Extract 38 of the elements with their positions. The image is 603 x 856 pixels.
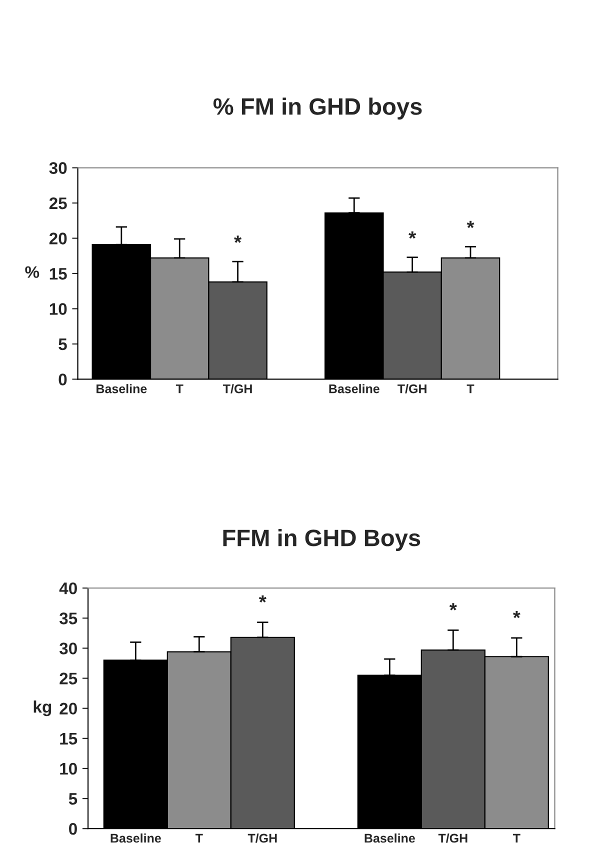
- y-tick-label: 15: [60, 732, 78, 745]
- data-label: *: [512, 610, 520, 618]
- chart-title: % FM in GHD boys: [213, 98, 422, 120]
- x-tick-label: T: [512, 834, 520, 843]
- y-tick-label: 0: [69, 823, 77, 835]
- y-tick-label: 40: [59, 582, 77, 594]
- data-label: *: [408, 231, 416, 239]
- chart-title: FFM in GHD Boys: [223, 528, 420, 551]
- y-tick-label: 30: [49, 162, 67, 174]
- y-tick-label: 10: [50, 303, 67, 315]
- x-tick-label: T: [176, 384, 184, 394]
- y-axis-title: %: [25, 266, 40, 278]
- x-tick-label: T: [466, 384, 474, 394]
- x-tick-label: Baseline: [96, 384, 147, 394]
- x-tick-label: T/GH: [398, 384, 426, 394]
- y-tick-label: 20: [60, 702, 77, 715]
- x-tick-label: T: [195, 834, 203, 843]
- y-tick-label: 25: [60, 672, 78, 684]
- y-tick-label: 5: [68, 793, 78, 805]
- data-label: *: [258, 595, 266, 603]
- y-tick-label: 20: [49, 232, 67, 244]
- data-label: *: [466, 220, 474, 228]
- y-tick-label: 15: [50, 268, 67, 280]
- x-tick-label: Baseline: [329, 384, 380, 394]
- x-tick-label: Baseline: [110, 833, 161, 843]
- x-tick-label: T/GH: [248, 833, 277, 843]
- y-tick-label: 30: [59, 642, 77, 654]
- y-tick-label: 10: [60, 762, 77, 775]
- x-tick-label: Baseline: [364, 833, 415, 843]
- y-tick-label: 5: [58, 338, 67, 350]
- data-label: *: [234, 236, 242, 243]
- y-tick-label: 35: [59, 612, 78, 624]
- y-tick-label: 0: [58, 374, 67, 386]
- y-tick-label: 25: [49, 197, 67, 210]
- x-tick-label: T/GH: [222, 384, 252, 394]
- x-tick-label: T/GH: [438, 833, 468, 843]
- y-axis-title: kg: [34, 700, 52, 716]
- data-label: *: [449, 603, 457, 610]
